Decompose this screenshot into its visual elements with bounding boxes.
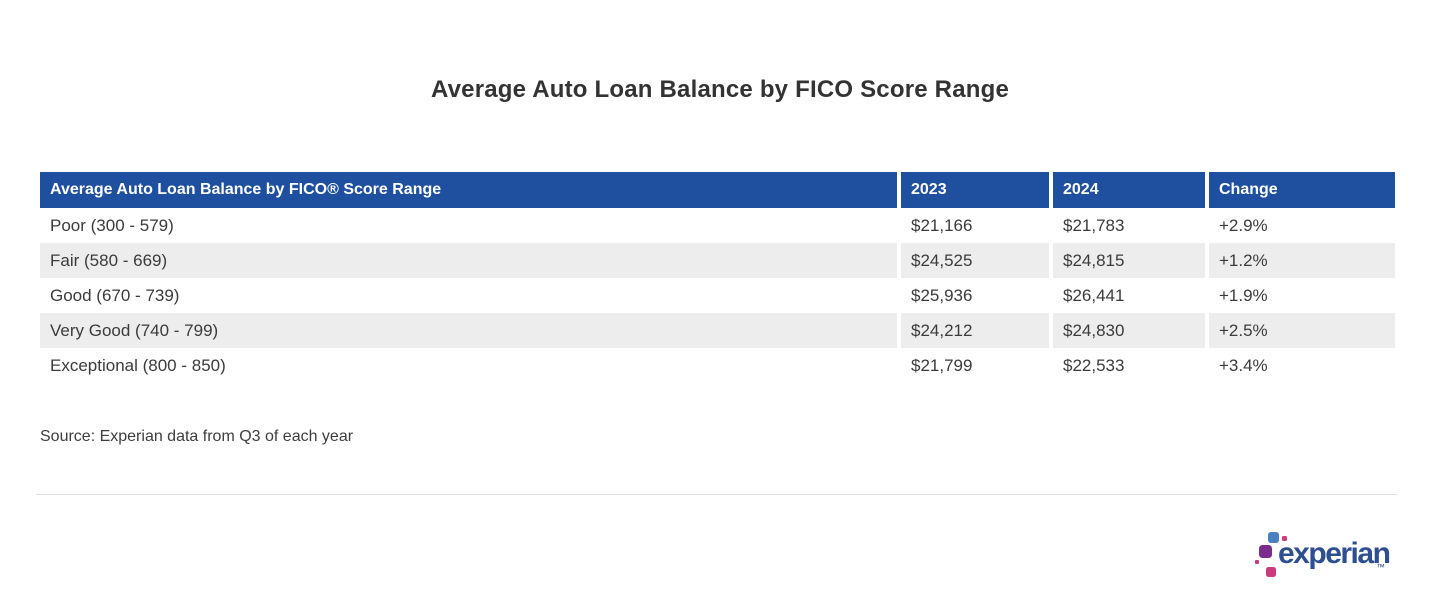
balance-2023-cell: $21,166	[897, 208, 1051, 243]
experian-wordmark: experian	[1278, 537, 1391, 570]
balance-2024-cell: $21,783	[1049, 208, 1207, 243]
balance-2024-cell: $26,441	[1049, 278, 1207, 313]
fico-range-cell: Fair (580 - 669)	[40, 243, 899, 278]
trademark-symbol: ™	[1376, 562, 1385, 572]
logo-blue-square-icon	[1268, 532, 1279, 543]
fico-range-cell: Good (670 - 739)	[40, 278, 899, 313]
logo-pink-small-square-icon	[1282, 536, 1287, 541]
table-row-exceptional: Exceptional (800 - 850) $21,799 $22,533 …	[40, 348, 1395, 383]
table-row-fair: Fair (580 - 669) $24,525 $24,815 +1.2%	[40, 243, 1395, 278]
table-header-row: Average Auto Loan Balance by FICO® Score…	[40, 172, 1395, 208]
balance-2024-cell: $24,830	[1049, 313, 1207, 348]
table-row-poor: Poor (300 - 579) $21,166 $21,783 +2.9%	[40, 208, 1395, 243]
logo-pink-square-icon	[1266, 567, 1276, 577]
table-row-good: Good (670 - 739) $25,936 $26,441 +1.9%	[40, 278, 1395, 313]
balance-2023-cell: $25,936	[897, 278, 1051, 313]
change-cell: +1.9%	[1205, 278, 1395, 313]
table-row-very-good: Very Good (740 - 799) $24,212 $24,830 +2…	[40, 313, 1395, 348]
balance-2024-cell: $22,533	[1049, 348, 1207, 383]
balance-2024-cell: $24,815	[1049, 243, 1207, 278]
experian-logo: experian ™	[1255, 528, 1403, 580]
logo-pink-dot-icon	[1255, 560, 1259, 564]
column-header-2023: 2023	[897, 172, 1051, 208]
fico-range-cell: Poor (300 - 579)	[40, 208, 899, 243]
column-header-change: Change	[1205, 172, 1395, 208]
page-title: Average Auto Loan Balance by FICO Score …	[430, 76, 1010, 103]
column-header-2024: 2024	[1049, 172, 1207, 208]
fico-balance-table: Average Auto Loan Balance by FICO® Score…	[40, 172, 1395, 383]
change-cell: +1.2%	[1205, 243, 1395, 278]
change-cell: +3.4%	[1205, 348, 1395, 383]
column-header-category: Average Auto Loan Balance by FICO® Score…	[40, 172, 899, 208]
footer-divider	[36, 494, 1397, 495]
source-note: Source: Experian data from Q3 of each ye…	[40, 428, 354, 445]
balance-2023-cell: $24,212	[897, 313, 1051, 348]
logo-purple-square-icon	[1259, 545, 1272, 558]
change-cell: +2.5%	[1205, 313, 1395, 348]
fico-range-cell: Very Good (740 - 799)	[40, 313, 899, 348]
balance-2023-cell: $21,799	[897, 348, 1051, 383]
change-cell: +2.9%	[1205, 208, 1395, 243]
balance-2023-cell: $24,525	[897, 243, 1051, 278]
fico-range-cell: Exceptional (800 - 850)	[40, 348, 899, 383]
